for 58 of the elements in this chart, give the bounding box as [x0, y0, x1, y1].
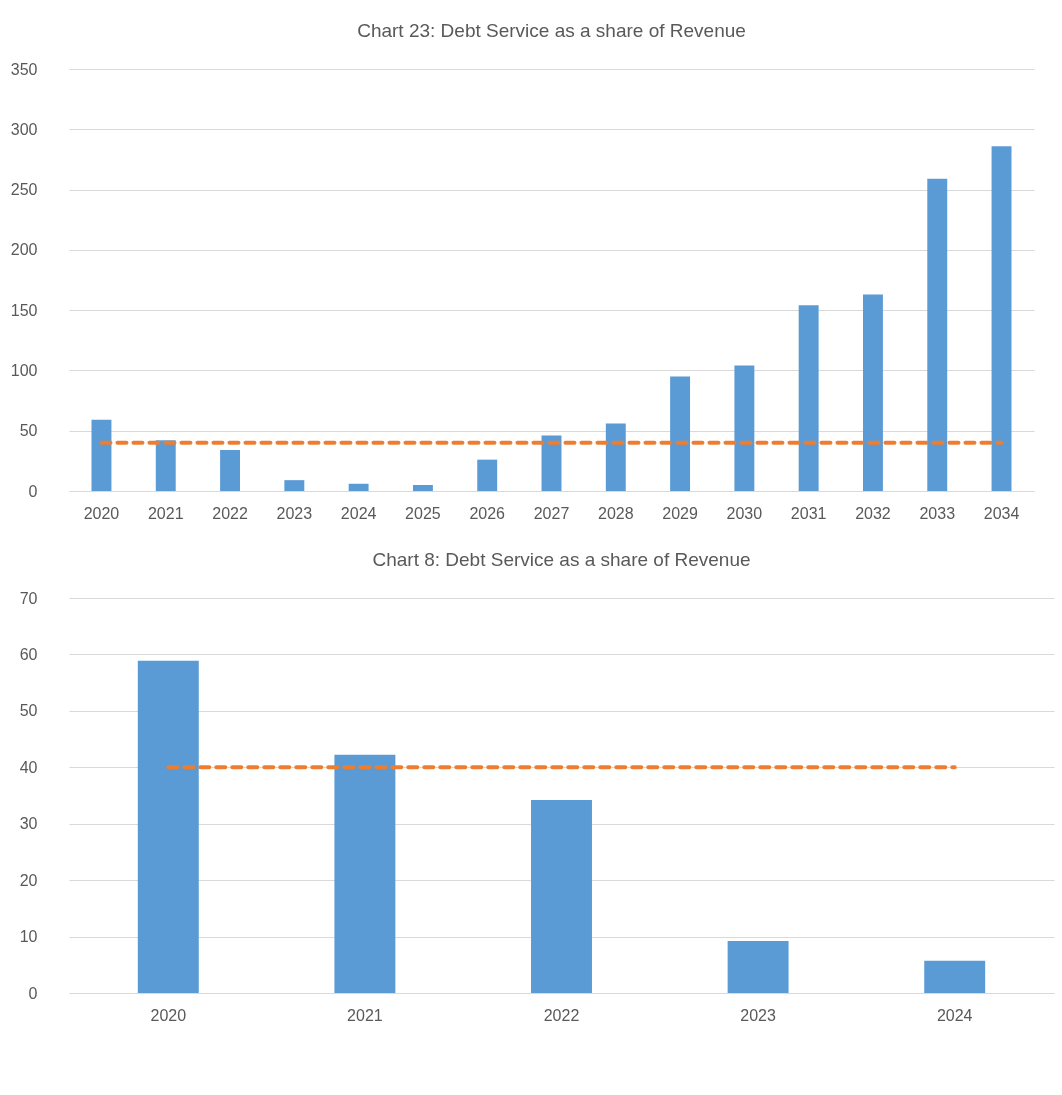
bar	[137, 660, 199, 993]
x-tick-label: 2024	[936, 1006, 973, 1024]
y-tick-label: 150	[10, 301, 38, 319]
bar	[220, 450, 241, 491]
x-tick-label: 2027	[533, 504, 570, 522]
x-tick-label: 2025	[405, 504, 441, 522]
bar	[531, 800, 592, 993]
y-tick-label: 0	[28, 984, 38, 1002]
bar	[991, 146, 1012, 491]
bar	[727, 941, 789, 993]
bar	[284, 480, 305, 491]
y-tick-label: 50	[19, 702, 38, 720]
y-tick-label: 350	[10, 60, 38, 78]
bar	[541, 435, 562, 491]
bar	[348, 483, 369, 491]
x-tick-label: 2024	[340, 504, 377, 522]
bar	[734, 365, 755, 491]
y-tick-label: 300	[10, 120, 38, 138]
bar	[605, 423, 626, 491]
bar	[91, 419, 112, 491]
y-tick-label: 40	[19, 758, 38, 776]
y-tick-label: 30	[19, 815, 38, 833]
y-tick-label: 70	[19, 589, 38, 607]
x-tick-label: 2026	[469, 504, 506, 522]
chart-title: Chart 8: Debt Service as a share of Revenue	[372, 549, 751, 570]
y-tick-label: 200	[10, 241, 38, 259]
y-tick-label: 50	[19, 422, 38, 440]
x-tick-label: 2032	[855, 504, 891, 522]
x-tick-label: 2021	[147, 504, 184, 522]
x-tick-label: 2028	[597, 504, 634, 522]
x-tick-label: 2022	[543, 1006, 580, 1024]
x-tick-label: 2029	[662, 504, 698, 522]
y-tick-label: 100	[10, 361, 38, 379]
x-tick-label: 2033	[919, 504, 956, 522]
bar	[862, 294, 883, 491]
x-tick-label: 2022	[212, 504, 248, 522]
x-tick-label: 2020	[150, 1006, 187, 1024]
x-tick-label: 2034	[983, 504, 1020, 522]
bar	[412, 484, 433, 491]
x-tick-label: 2031	[790, 504, 827, 522]
bar	[334, 754, 396, 993]
y-tick-label: 0	[28, 482, 38, 500]
chart-title: Chart 23: Debt Service as a share of Revenue	[357, 20, 746, 41]
x-tick-label: 2020	[83, 504, 120, 522]
bar	[477, 459, 498, 491]
x-tick-label: 2030	[726, 504, 763, 522]
bar	[927, 178, 948, 491]
y-tick-label: 10	[19, 928, 38, 946]
x-tick-label: 2023	[276, 504, 313, 522]
y-tick-label: 250	[10, 181, 38, 199]
bar	[798, 305, 819, 491]
y-tick-label: 60	[19, 645, 38, 663]
y-tick-label: 20	[19, 871, 38, 889]
bar	[155, 440, 176, 491]
x-tick-label: 2023	[740, 1006, 777, 1024]
bar	[924, 960, 986, 993]
bar	[670, 376, 691, 491]
x-tick-label: 2021	[347, 1006, 383, 1024]
